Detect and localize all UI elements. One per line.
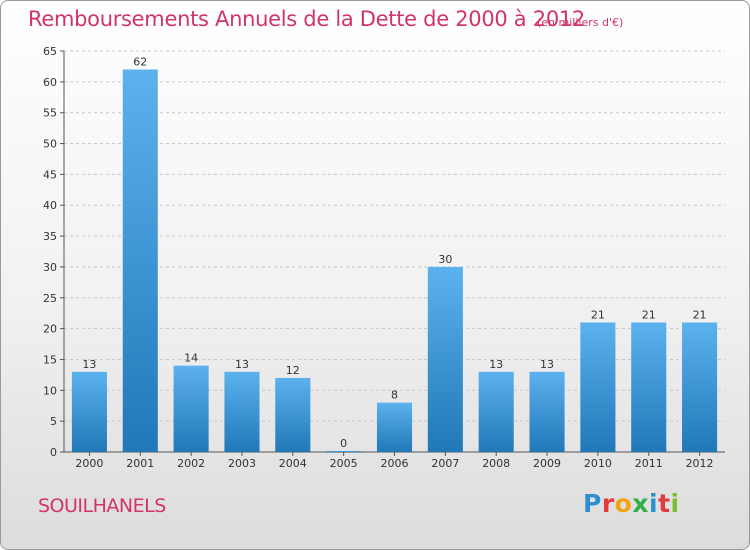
x-tick-label: 2011 xyxy=(635,457,663,470)
y-tick-label: 60 xyxy=(43,76,57,89)
bars xyxy=(71,69,718,452)
data-labels: 13 62 14 13 12 0 8 30 13 13 21 21 21 xyxy=(82,56,706,450)
x-tick-label: 2007 xyxy=(431,457,459,470)
y-tick-label: 15 xyxy=(43,353,57,366)
y-tick-label: 10 xyxy=(43,384,57,397)
logo-letter: P xyxy=(583,489,602,518)
proxiti-logo: Proxiti xyxy=(583,489,680,518)
bar xyxy=(529,371,565,452)
y-tick-label: 40 xyxy=(43,199,57,212)
logo-letter: i xyxy=(670,489,680,518)
data-label: 30 xyxy=(438,253,452,266)
data-label: 12 xyxy=(286,364,300,377)
logo-letter: r xyxy=(601,489,615,518)
bar xyxy=(275,377,311,452)
data-label: 8 xyxy=(391,389,398,402)
data-label: 21 xyxy=(693,308,707,321)
x-tick-label: 2012 xyxy=(686,457,714,470)
y-tick-label: 55 xyxy=(43,107,57,120)
bar xyxy=(427,266,463,452)
bar xyxy=(224,371,260,452)
bar xyxy=(173,365,209,452)
data-label: 13 xyxy=(235,358,249,371)
x-tick-label: 2000 xyxy=(75,457,103,470)
logo-letter: i xyxy=(649,489,659,518)
x-tick-label: 2004 xyxy=(279,457,307,470)
y-tick-label: 0 xyxy=(50,446,57,459)
y-tick-label: 20 xyxy=(43,323,57,336)
bar xyxy=(580,322,616,452)
logo-letter: o xyxy=(614,489,633,518)
data-label: 14 xyxy=(184,352,198,365)
bar xyxy=(682,322,718,452)
bar xyxy=(478,371,514,452)
x-tick-label: 2008 xyxy=(482,457,510,470)
grid-lines xyxy=(64,50,725,422)
data-label: 0 xyxy=(340,437,347,450)
data-label: 62 xyxy=(133,56,147,69)
data-label: 21 xyxy=(642,308,656,321)
x-tick-label: 2003 xyxy=(228,457,256,470)
logo-letter: t xyxy=(658,489,671,518)
commune-name: SOUILHANELS xyxy=(38,495,166,517)
x-tick-label: 2002 xyxy=(177,457,205,470)
bar xyxy=(631,322,667,452)
y-tick-label: 25 xyxy=(43,292,57,305)
y-tick-label: 50 xyxy=(43,138,57,151)
data-label: 13 xyxy=(82,358,96,371)
data-label: 13 xyxy=(489,358,503,371)
x-tick-label: 2006 xyxy=(381,457,409,470)
logo-letter: x xyxy=(632,489,649,518)
data-label: 21 xyxy=(591,308,605,321)
x-tick-label: 2010 xyxy=(584,457,612,470)
bar xyxy=(122,69,158,452)
chart-title: Remboursements Annuels de la Dette de 20… xyxy=(28,7,585,31)
y-tick-label: 45 xyxy=(43,168,57,181)
chart-subtitle: (en milliers d'€) xyxy=(537,16,624,29)
x-tick-label: 2001 xyxy=(126,457,154,470)
y-tick-label: 35 xyxy=(43,230,57,243)
bar xyxy=(71,371,107,452)
y-tick-label: 5 xyxy=(50,415,57,428)
x-tick-label: 2009 xyxy=(533,457,561,470)
y-tick-label: 65 xyxy=(43,45,57,58)
bar xyxy=(326,451,362,452)
data-label: 13 xyxy=(540,358,554,371)
x-tick-label: 2005 xyxy=(330,457,358,470)
y-tick-label: 30 xyxy=(43,261,57,274)
bar xyxy=(376,402,413,452)
